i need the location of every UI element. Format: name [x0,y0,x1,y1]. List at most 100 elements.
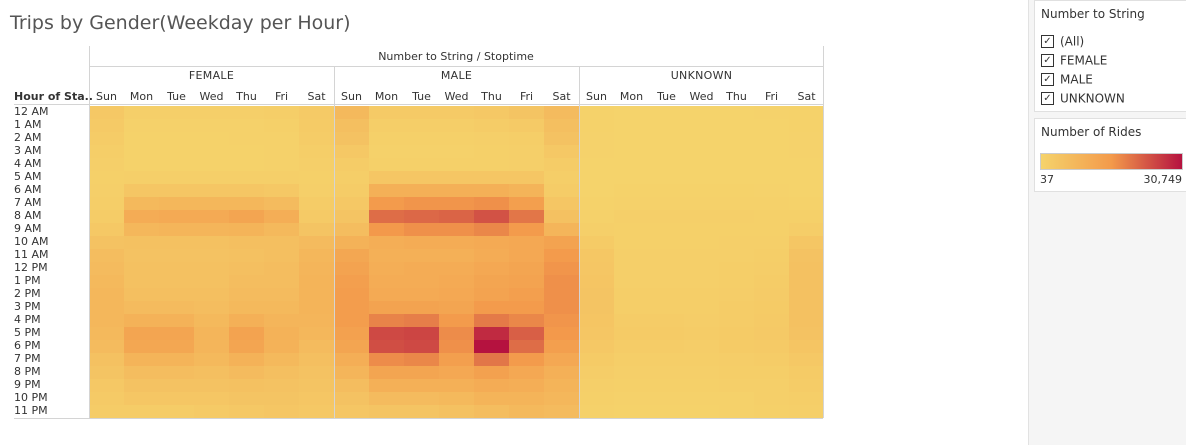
heatmap-cell[interactable] [264,171,299,184]
heatmap-cell[interactable] [334,379,369,392]
heatmap-cell[interactable] [229,171,264,184]
heatmap-cell[interactable] [439,314,474,327]
heatmap-cell[interactable] [474,158,509,171]
heatmap-cell[interactable] [124,132,159,145]
heatmap-cell[interactable] [369,119,404,132]
heatmap-cell[interactable] [474,288,509,301]
heatmap-cell[interactable] [124,106,159,119]
heatmap-cell[interactable] [754,223,789,236]
heatmap-cell[interactable] [264,353,299,366]
heatmap-cell[interactable] [544,392,579,405]
heatmap-cell[interactable] [159,249,194,262]
heatmap-cell[interactable] [789,184,824,197]
heatmap-cell[interactable] [474,171,509,184]
heatmap-cell[interactable] [229,236,264,249]
heatmap-cell[interactable] [229,262,264,275]
heatmap-cell[interactable] [299,145,334,158]
heatmap-cell[interactable] [159,340,194,353]
heatmap-cell[interactable] [194,184,229,197]
heatmap-cell[interactable] [544,275,579,288]
heatmap-cell[interactable] [509,132,544,145]
heatmap-cell[interactable] [544,301,579,314]
heatmap-cell[interactable] [684,106,719,119]
heatmap-cell[interactable] [369,132,404,145]
heatmap-cell[interactable] [334,119,369,132]
heatmap-cell[interactable] [89,392,124,405]
heatmap-cell[interactable] [229,314,264,327]
heatmap-cell[interactable] [649,119,684,132]
heatmap-cell[interactable] [579,405,614,418]
heatmap-cell[interactable] [789,119,824,132]
heatmap-cell[interactable] [579,366,614,379]
heatmap-cell[interactable] [719,119,754,132]
heatmap-cell[interactable] [369,366,404,379]
heatmap-cell[interactable] [509,106,544,119]
heatmap-cell[interactable] [509,223,544,236]
heatmap-cell[interactable] [194,353,229,366]
heatmap-cell[interactable] [369,314,404,327]
heatmap-cell[interactable] [89,210,124,223]
heatmap-cell[interactable] [194,340,229,353]
heatmap-cell[interactable] [264,405,299,418]
heatmap-cell[interactable] [404,379,439,392]
heatmap-cell[interactable] [509,171,544,184]
heatmap-cell[interactable] [649,353,684,366]
heatmap-cell[interactable] [544,236,579,249]
heatmap-cell[interactable] [404,184,439,197]
heatmap-cell[interactable] [229,327,264,340]
heatmap-cell[interactable] [474,314,509,327]
heatmap-cell[interactable] [229,158,264,171]
heatmap-cell[interactable] [719,379,754,392]
heatmap-cell[interactable] [474,132,509,145]
heatmap-cell[interactable] [649,314,684,327]
heatmap-cell[interactable] [194,366,229,379]
heatmap-cell[interactable] [369,236,404,249]
heatmap-cell[interactable] [404,236,439,249]
heatmap-cell[interactable] [509,262,544,275]
heatmap-cell[interactable] [544,106,579,119]
heatmap-cell[interactable] [789,366,824,379]
heatmap-cell[interactable] [614,262,649,275]
heatmap-cell[interactable] [299,366,334,379]
heatmap-cell[interactable] [369,379,404,392]
heatmap-cell[interactable] [509,340,544,353]
heatmap-cell[interactable] [754,288,789,301]
heatmap-cell[interactable] [509,353,544,366]
heatmap-cell[interactable] [229,184,264,197]
heatmap-cell[interactable] [789,288,824,301]
heatmap-cell[interactable] [124,392,159,405]
heatmap-cell[interactable] [684,132,719,145]
heatmap-cell[interactable] [719,288,754,301]
heatmap-cell[interactable] [264,340,299,353]
heatmap-cell[interactable] [439,301,474,314]
heatmap-cell[interactable] [719,301,754,314]
heatmap-cell[interactable] [579,236,614,249]
heatmap-cell[interactable] [614,197,649,210]
heatmap-cell[interactable] [579,353,614,366]
heatmap-cell[interactable] [89,197,124,210]
heatmap-cell[interactable] [439,262,474,275]
heatmap-cell[interactable] [264,145,299,158]
heatmap-cell[interactable] [474,327,509,340]
heatmap-cell[interactable] [754,301,789,314]
heatmap-cell[interactable] [754,405,789,418]
heatmap-cell[interactable] [439,210,474,223]
heatmap-cell[interactable] [509,301,544,314]
heatmap-cell[interactable] [684,327,719,340]
checkbox-all[interactable]: ✓ [1041,35,1054,48]
heatmap-cell[interactable] [194,405,229,418]
heatmap-cell[interactable] [194,392,229,405]
heatmap-cell[interactable] [544,223,579,236]
heatmap-cell[interactable] [579,106,614,119]
heatmap-cell[interactable] [404,158,439,171]
heatmap-cell[interactable] [719,132,754,145]
heatmap-cell[interactable] [544,197,579,210]
heatmap-cell[interactable] [754,366,789,379]
heatmap-cell[interactable] [229,275,264,288]
heatmap-cell[interactable] [579,184,614,197]
heatmap-cell[interactable] [404,145,439,158]
heatmap-cell[interactable] [579,392,614,405]
heatmap-cell[interactable] [334,210,369,223]
heatmap-cell[interactable] [194,158,229,171]
heatmap-cell[interactable] [264,158,299,171]
